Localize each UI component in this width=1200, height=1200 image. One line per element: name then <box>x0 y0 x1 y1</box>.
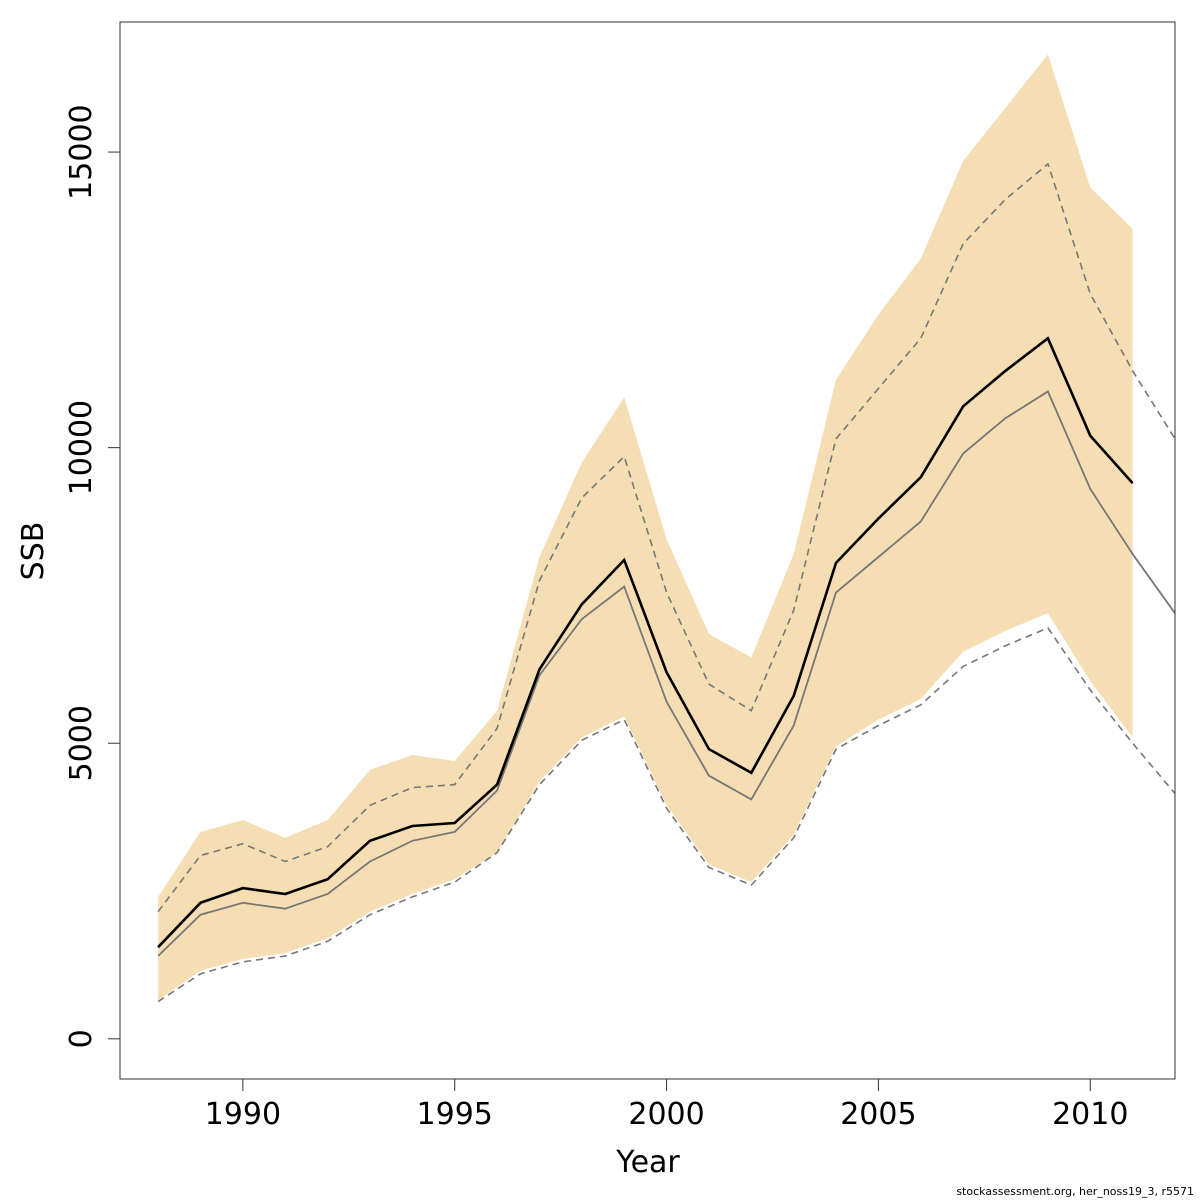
source-footnote: stockassessment.org, her_noss19_3, r5571 <box>956 1185 1194 1198</box>
y-axis: 0 5000 10000 15000 <box>64 104 121 1048</box>
y-tick-label: 10000 <box>64 400 99 495</box>
secondary-upper-bound-line <box>157 162 1175 913</box>
y-tick-label: 0 <box>64 1029 99 1048</box>
ssb-estimate-line <box>157 336 1134 949</box>
secondary-estimate-line <box>157 390 1175 957</box>
confidence-band-layer <box>158 54 1133 1001</box>
x-tick-label: 1995 <box>417 1097 493 1132</box>
x-tick-label: 2010 <box>1052 1097 1128 1132</box>
confidence-band <box>158 54 1133 1001</box>
y-axis-label: SSB <box>16 522 51 581</box>
y-tick-label: 15000 <box>64 104 99 199</box>
secondary-lower-bound-line <box>157 626 1175 1003</box>
x-tick-label: 2005 <box>840 1097 916 1132</box>
x-axis-label: Year <box>615 1145 680 1180</box>
x-tick-label: 1990 <box>205 1097 281 1132</box>
y-tick-label: 5000 <box>64 705 99 781</box>
x-tick-label: 2000 <box>628 1097 704 1132</box>
series-lines-layer <box>157 162 1175 1003</box>
x-axis: 1990 1995 2000 2005 2010 <box>205 1078 1128 1132</box>
